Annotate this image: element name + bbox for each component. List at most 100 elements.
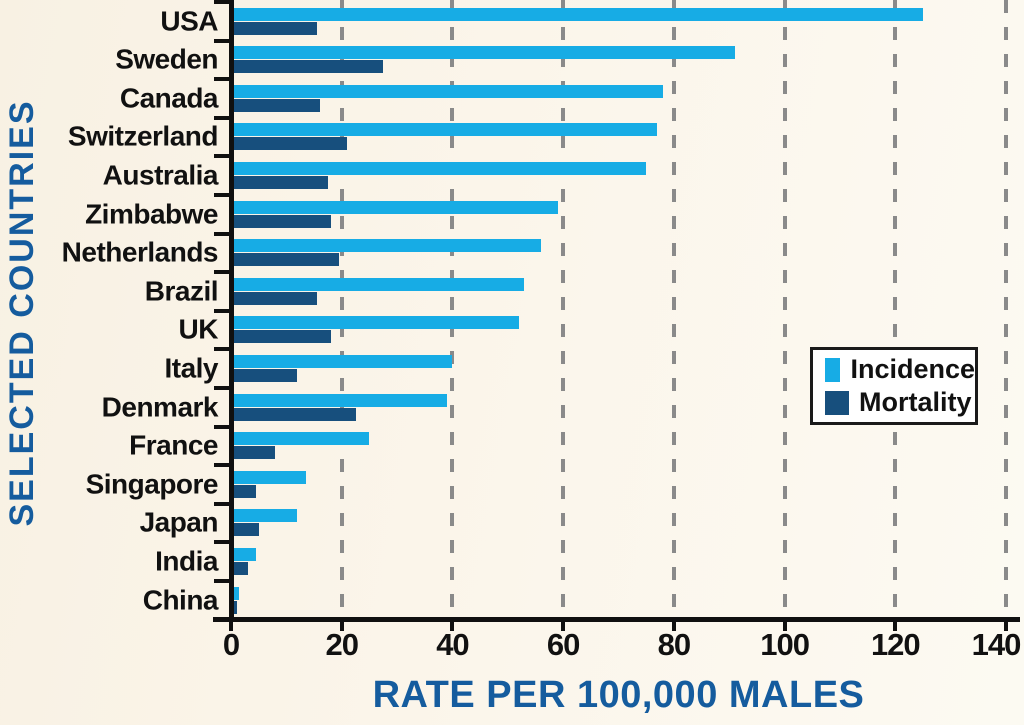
y-axis-tick bbox=[214, 540, 230, 545]
bar-mortality bbox=[231, 446, 276, 460]
bar-incidence bbox=[231, 277, 525, 291]
gridline bbox=[450, 0, 455, 618]
y-axis-tick bbox=[214, 77, 230, 82]
legend-item-incidence: Incidence bbox=[825, 356, 975, 383]
country-label: Sweden bbox=[115, 43, 218, 75]
country-label: Australia bbox=[102, 159, 219, 191]
bar-mortality bbox=[231, 407, 356, 421]
gridline bbox=[1004, 0, 1009, 618]
y-axis-tick bbox=[214, 347, 230, 352]
x-axis-tick-label: 20 bbox=[325, 627, 358, 662]
country-row bbox=[231, 504, 1024, 543]
gridline bbox=[339, 0, 344, 618]
country-label: China bbox=[142, 583, 219, 615]
legend-label-incidence: Incidence bbox=[850, 354, 975, 384]
x-axis-tick bbox=[450, 622, 455, 631]
bar-incidence bbox=[231, 509, 298, 523]
country-row bbox=[231, 79, 1024, 118]
x-axis-tick bbox=[671, 622, 676, 631]
bar-incidence bbox=[231, 586, 240, 600]
y-axis-line bbox=[229, 0, 234, 621]
x-axis-tick bbox=[1004, 622, 1009, 631]
country-row bbox=[231, 2, 1024, 41]
bar-mortality bbox=[231, 368, 298, 382]
bar-incidence bbox=[231, 123, 658, 137]
country-label: USA bbox=[160, 4, 218, 36]
bar-mortality bbox=[231, 561, 248, 575]
bar-incidence bbox=[231, 316, 519, 330]
country-row bbox=[231, 311, 1024, 350]
x-axis-tick-label: 0 bbox=[222, 627, 240, 662]
x-axis-tick bbox=[229, 622, 233, 631]
bar-mortality bbox=[231, 484, 256, 498]
country-label: Switzerland bbox=[67, 120, 219, 152]
country-row bbox=[231, 156, 1024, 195]
country-label: France bbox=[129, 429, 218, 461]
y-axis-tick bbox=[214, 463, 230, 468]
bar-incidence bbox=[231, 547, 256, 561]
country-label: India bbox=[155, 545, 218, 577]
country-label: Denmark bbox=[101, 390, 219, 422]
y-axis-tick bbox=[214, 424, 230, 429]
gridline bbox=[782, 0, 787, 618]
country-label: Netherlands bbox=[61, 236, 219, 268]
x-axis-tick bbox=[893, 622, 898, 631]
bar-incidence bbox=[231, 46, 735, 60]
country-label: Singapore bbox=[85, 468, 219, 500]
y-axis-tick bbox=[214, 308, 230, 313]
bar-incidence bbox=[231, 354, 453, 368]
country-row bbox=[231, 581, 1024, 620]
y-axis-tick bbox=[214, 38, 230, 43]
country-row bbox=[231, 272, 1024, 311]
x-axis-line bbox=[213, 617, 1020, 622]
country-row bbox=[231, 118, 1024, 157]
bar-incidence bbox=[231, 200, 558, 214]
x-axis-tick bbox=[339, 622, 344, 631]
country-label: Canada bbox=[119, 82, 219, 114]
country-label: Brazil bbox=[144, 275, 219, 307]
country-row bbox=[231, 465, 1024, 504]
plot-area bbox=[231, 0, 1024, 618]
country-row bbox=[231, 542, 1024, 581]
legend-label-mortality: Mortality bbox=[859, 387, 972, 417]
gridline bbox=[893, 0, 898, 618]
bar-mortality bbox=[231, 98, 320, 112]
bar-mortality bbox=[231, 330, 331, 344]
country-row bbox=[231, 195, 1024, 234]
country-label: Japan bbox=[139, 506, 219, 538]
bar-mortality bbox=[231, 523, 259, 537]
y-axis-tick bbox=[214, 270, 230, 275]
country-label: Italy bbox=[164, 352, 218, 384]
x-axis-tick-label: 60 bbox=[546, 627, 580, 662]
y-axis-tick bbox=[214, 231, 230, 236]
bar-incidence bbox=[231, 7, 923, 21]
bar-mortality bbox=[231, 253, 339, 267]
bar-mortality bbox=[231, 291, 317, 305]
bar-mortality bbox=[231, 175, 328, 189]
y-axis-tick bbox=[214, 386, 230, 390]
country-row bbox=[231, 388, 1024, 427]
bar-incidence bbox=[231, 393, 447, 407]
x-axis-title: RATE PER 100,000 MALES bbox=[372, 674, 865, 716]
country-row bbox=[231, 349, 1024, 388]
bar-mortality bbox=[231, 214, 331, 228]
legend-item-mortality: Mortality bbox=[825, 389, 975, 416]
x-axis-tick-label: 80 bbox=[657, 627, 691, 662]
country-row bbox=[231, 234, 1024, 273]
bar-mortality bbox=[231, 21, 317, 35]
y-axis-title: SELECTED COUNTRIES bbox=[3, 99, 41, 527]
y-axis-tick bbox=[214, 579, 230, 583]
country-label: UK bbox=[178, 313, 219, 345]
bar-incidence bbox=[231, 161, 647, 175]
x-axis-tick-label: 100 bbox=[760, 627, 810, 662]
x-axis-tick-label: 140 bbox=[971, 627, 1022, 662]
x-axis-tick bbox=[782, 622, 787, 631]
bar-incidence bbox=[231, 470, 306, 484]
country-row bbox=[231, 41, 1024, 80]
y-axis-tick bbox=[214, 115, 230, 120]
y-axis-tick bbox=[214, 154, 230, 159]
x-axis-tick-label: 40 bbox=[436, 627, 469, 662]
x-axis-tick-label: 120 bbox=[870, 627, 921, 662]
bar-incidence bbox=[231, 84, 663, 98]
incidence-swatch-icon bbox=[825, 357, 841, 382]
